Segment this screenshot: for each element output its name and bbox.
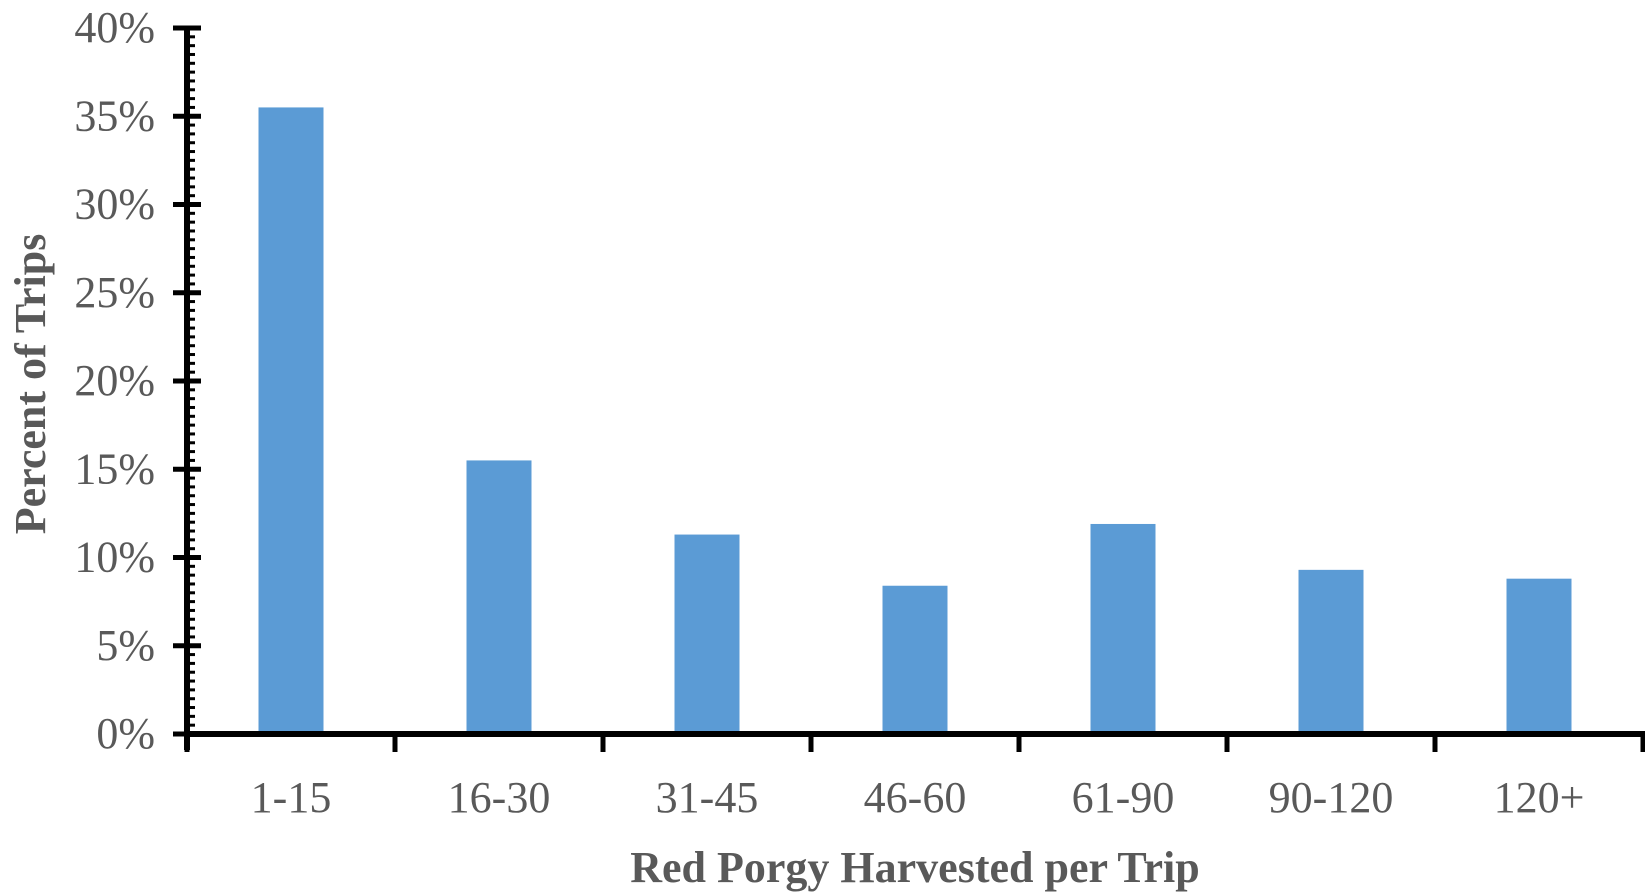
y-tick-label: 0%: [96, 709, 155, 758]
y-axis-title: Percent of Trips: [6, 234, 55, 535]
bar-90-120: [1298, 569, 1364, 734]
bars-group: [258, 107, 1572, 735]
y-tick-label: 10%: [74, 533, 155, 582]
x-axis-title: Red Porgy Harvested per Trip: [630, 843, 1200, 892]
x-tick-label: 61-90: [1072, 773, 1175, 822]
y-ticks-group: 0% 5% 10% 15% 20% 25% 30% 35% 40%: [74, 3, 201, 758]
x-tick-label: 31-45: [656, 773, 759, 822]
bar-120+: [1506, 578, 1572, 734]
y-tick-label: 5%: [96, 621, 155, 670]
y-tick-label: 15%: [74, 444, 155, 493]
y-tick-label: 35%: [74, 91, 155, 140]
x-ticks-group: 1-15 16-30 31-45 46-60 61-90 90-120 120+: [184, 734, 1645, 822]
x-tick-label: 120+: [1494, 773, 1585, 822]
bar-16-30: [466, 460, 532, 734]
bar-31-45: [674, 534, 740, 734]
x-tick-label: 16-30: [448, 773, 551, 822]
bar-1-15: [258, 107, 324, 735]
x-tick-label: 46-60: [864, 773, 967, 822]
x-tick-label: 90-120: [1269, 773, 1394, 822]
y-tick-label: 30%: [74, 180, 155, 229]
bar-61-90: [1090, 523, 1156, 734]
bar-46-60: [882, 585, 948, 734]
y-tick-label: 40%: [74, 3, 155, 52]
y-tick-label: 25%: [74, 268, 155, 317]
x-tick-label: 1-15: [251, 773, 332, 822]
y-tick-label: 20%: [74, 356, 155, 405]
